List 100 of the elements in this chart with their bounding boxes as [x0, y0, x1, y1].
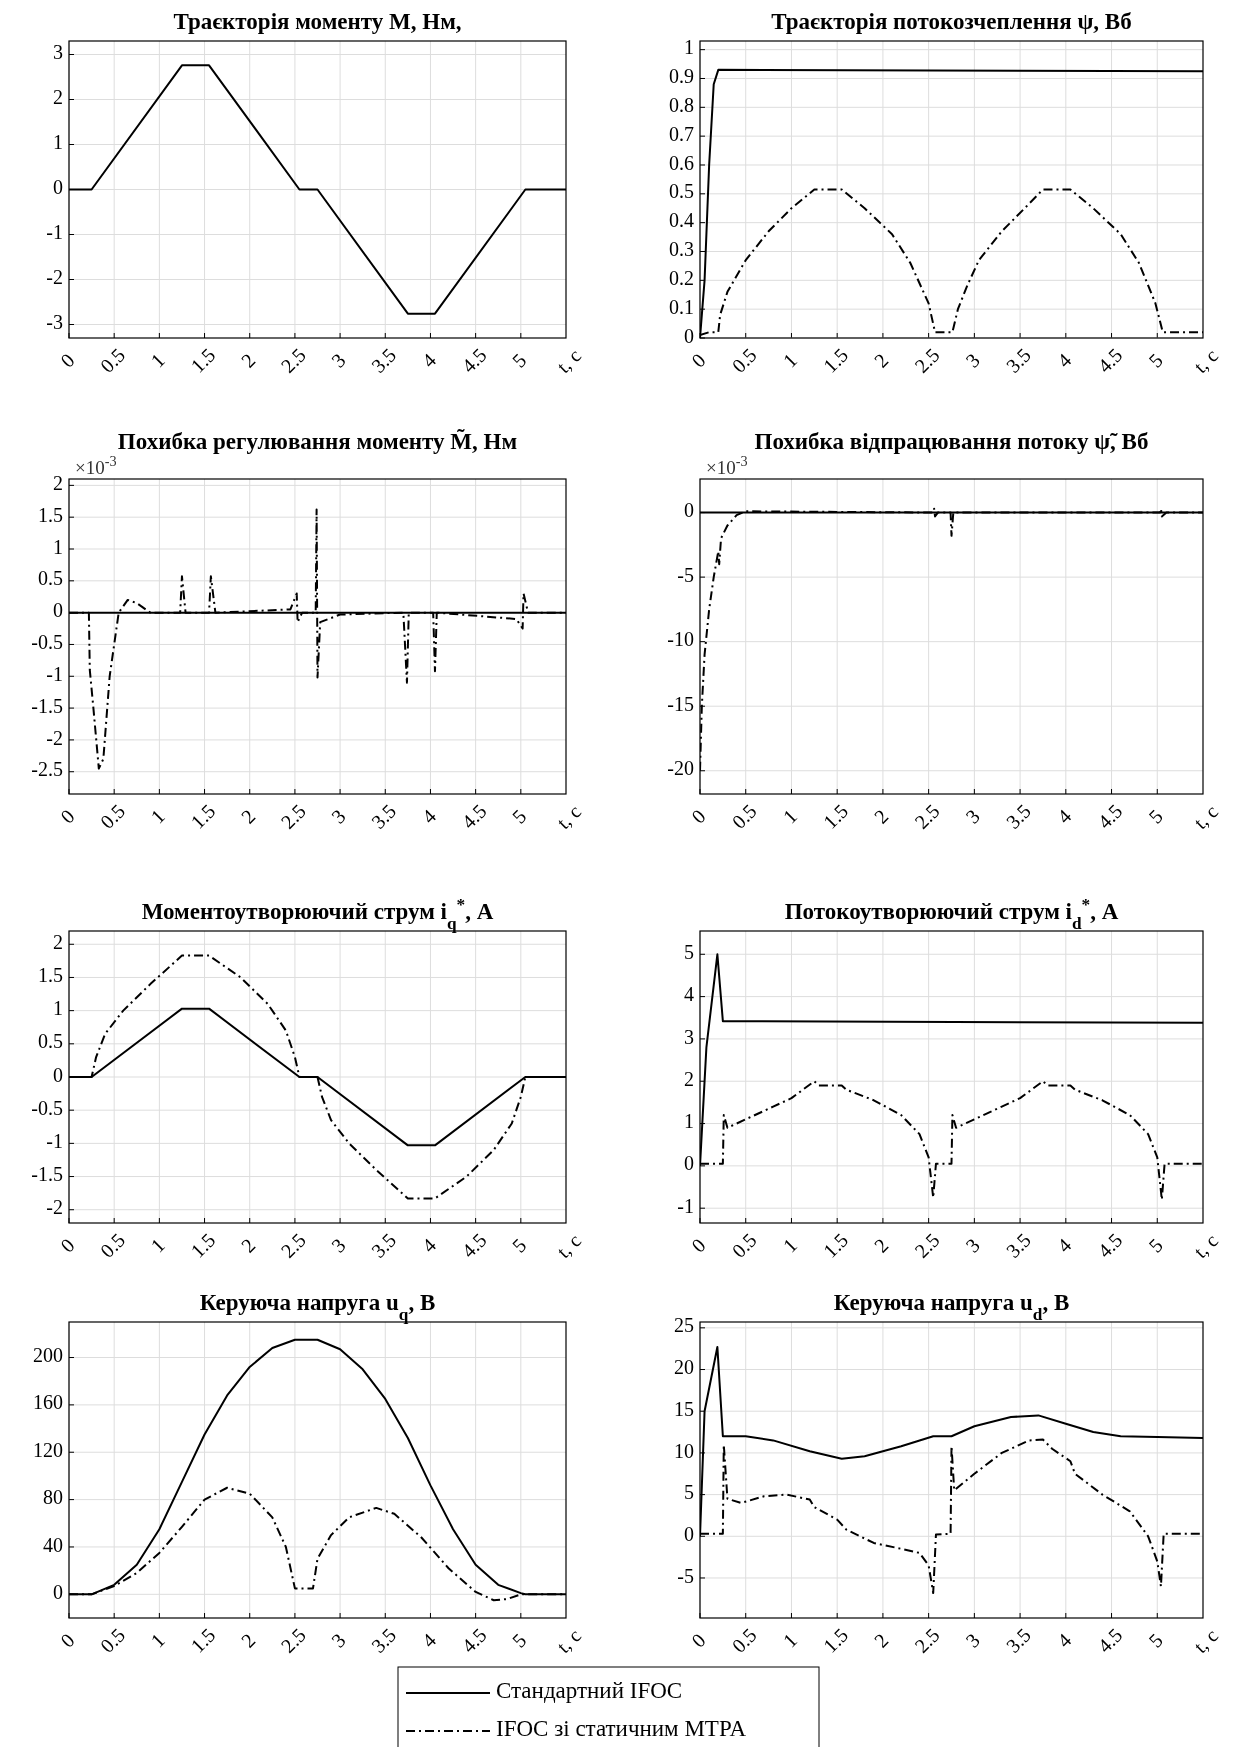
x-tick-label: 3: [327, 1628, 350, 1652]
x-axis-title: t, c: [1188, 1228, 1222, 1262]
x-tick-label: 2.5: [910, 1623, 944, 1657]
y-tick-label: 0.7: [669, 122, 694, 145]
legend-label: IFOC зі статичним MTPA: [496, 1716, 747, 1742]
x-tick-label: 0.5: [95, 1623, 130, 1657]
x-tick-label: 4: [1052, 804, 1076, 828]
x-tick-label: 3.5: [366, 799, 401, 833]
y-tick-label: 1: [53, 535, 63, 558]
y-tick-label: 2: [53, 86, 63, 109]
y-tick-label: -1.5: [31, 694, 63, 717]
x-tick-label: 3: [327, 1233, 350, 1257]
x-tick-label: 3: [961, 1628, 984, 1652]
x-axis-title: t, c: [551, 343, 585, 377]
x-tick-label: 0.5: [727, 343, 761, 377]
y-tick-label: 1.5: [38, 503, 63, 526]
x-tick-label: 1: [146, 1628, 169, 1652]
x-tick-label: 0.5: [95, 799, 130, 833]
y-tick-label: -3: [46, 311, 63, 334]
y-tick-label: 1: [53, 131, 63, 154]
y-tick-label: 80: [43, 1486, 63, 1509]
y-tick-label: 0: [684, 1522, 694, 1545]
y-tick-label: 2: [684, 1067, 694, 1090]
x-tick-label: 5: [507, 348, 531, 372]
y-tick-label: 0.5: [38, 567, 63, 590]
x-tick-label: 2: [869, 348, 893, 372]
x-tick-label: 3.5: [1001, 799, 1036, 833]
y-tick-label: 0: [53, 1580, 63, 1603]
x-tick-label: 3: [961, 348, 984, 372]
y-tick-label: 0.8: [669, 93, 694, 116]
x-tick-label: 1: [778, 804, 802, 828]
chart-title: Похибка регулювання моменту M̃, Нм: [117, 429, 518, 454]
y-tick-label: -1: [46, 221, 63, 244]
x-tick-label: 2: [236, 348, 260, 372]
y-tick-label: -2: [46, 1196, 63, 1219]
y-tick-label: 4: [684, 983, 694, 1006]
x-tick-label: 5: [1144, 1233, 1167, 1257]
y-tick-label: -0.5: [31, 1096, 63, 1119]
chart-title: Траєкторія моменту М, Нм,: [173, 9, 462, 34]
x-tick-label: 5: [507, 1628, 531, 1652]
x-tick-label: 1.5: [186, 1228, 220, 1262]
x-tick-label: 3.5: [1001, 1623, 1036, 1657]
x-axis-title: t, c: [551, 1228, 585, 1262]
x-tick-label: 2: [869, 1233, 893, 1257]
x-tick-label: 0.5: [727, 1228, 761, 1262]
x-tick-label: 4.5: [1093, 343, 1127, 377]
chart-title: Похибка відпрацювання потоку ψ̃, Вб: [754, 429, 1149, 454]
x-tick-label: 4: [417, 348, 441, 372]
x-tick-label: 2.5: [910, 1228, 944, 1262]
y-tick-label: 15: [674, 1397, 694, 1420]
chart-title: Моментоутворюючий струм i$_{q}$$^{*}$, А: [141, 894, 494, 933]
y-tick-label: -5: [677, 1564, 694, 1587]
x-tick-label: 5: [1144, 348, 1167, 372]
y-tick-label: 2: [53, 930, 63, 953]
y-tick-label: 0: [53, 1063, 63, 1086]
y-tick-label: 200: [33, 1344, 63, 1367]
x-tick-label: 3.5: [366, 1623, 401, 1657]
chart-title: Потокоутворюючий струм i$_{d}$$^{*}$, А: [784, 894, 1119, 933]
x-tick-label: 1.5: [186, 1623, 220, 1657]
y-tick-label: 1: [684, 1110, 694, 1133]
text: ×10$^{-3}$: [706, 453, 748, 478]
x-axis-title: t, c: [1188, 1623, 1222, 1657]
y-tick-label: 0: [684, 324, 694, 347]
x-tick-label: 4.5: [457, 1228, 491, 1262]
x-tick-label: 1: [146, 1233, 169, 1257]
x-tick-label: 4: [1052, 1233, 1076, 1257]
y-tick-label: 3: [684, 1025, 694, 1048]
y-tick-label: 40: [43, 1533, 63, 1556]
y-tick-label: -15: [667, 692, 694, 715]
x-tick-label: 1: [778, 1628, 802, 1652]
legend-label: Стандартний IFOC: [496, 1678, 683, 1704]
x-tick-label: 4: [417, 1628, 441, 1652]
y-tick-label: 1.5: [38, 964, 63, 987]
y-tick-label: -1.5: [31, 1163, 63, 1186]
x-tick-label: 0.5: [727, 1623, 761, 1657]
y-tick-label: -2: [46, 266, 63, 289]
y-tick-label: 0: [684, 499, 694, 522]
text: ×10$^{-3}$: [75, 453, 117, 478]
y-tick-label: 5: [684, 1481, 694, 1504]
x-tick-label: 3.5: [1001, 343, 1036, 377]
x-tick-label: 4: [1052, 348, 1076, 372]
y-tick-label: 0.6: [669, 151, 694, 174]
x-tick-label: 2: [869, 804, 893, 828]
x-tick-label: 4.5: [457, 799, 491, 833]
y-tick-label: 1: [684, 36, 694, 59]
x-tick-label: 5: [507, 1233, 531, 1257]
y-tick-label: 0.5: [669, 180, 694, 203]
x-tick-label: 4.5: [457, 343, 491, 377]
x-tick-label: 3: [961, 804, 984, 828]
y-tick-label: -2.5: [31, 758, 63, 781]
x-tick-label: 3.5: [366, 343, 401, 377]
y-tick-label: 2: [53, 471, 63, 494]
x-tick-label: 2: [236, 1233, 260, 1257]
chart-title: Керуюча напруга u$_{d}$, В: [833, 1290, 1070, 1324]
x-axis-title: t, c: [1188, 343, 1222, 377]
x-tick-label: 5: [507, 804, 531, 828]
x-tick-label: 2.5: [276, 799, 310, 833]
y-tick-label: 0.9: [669, 65, 694, 88]
y-tick-label: 0.4: [669, 209, 694, 232]
x-tick-label: 2: [236, 804, 260, 828]
